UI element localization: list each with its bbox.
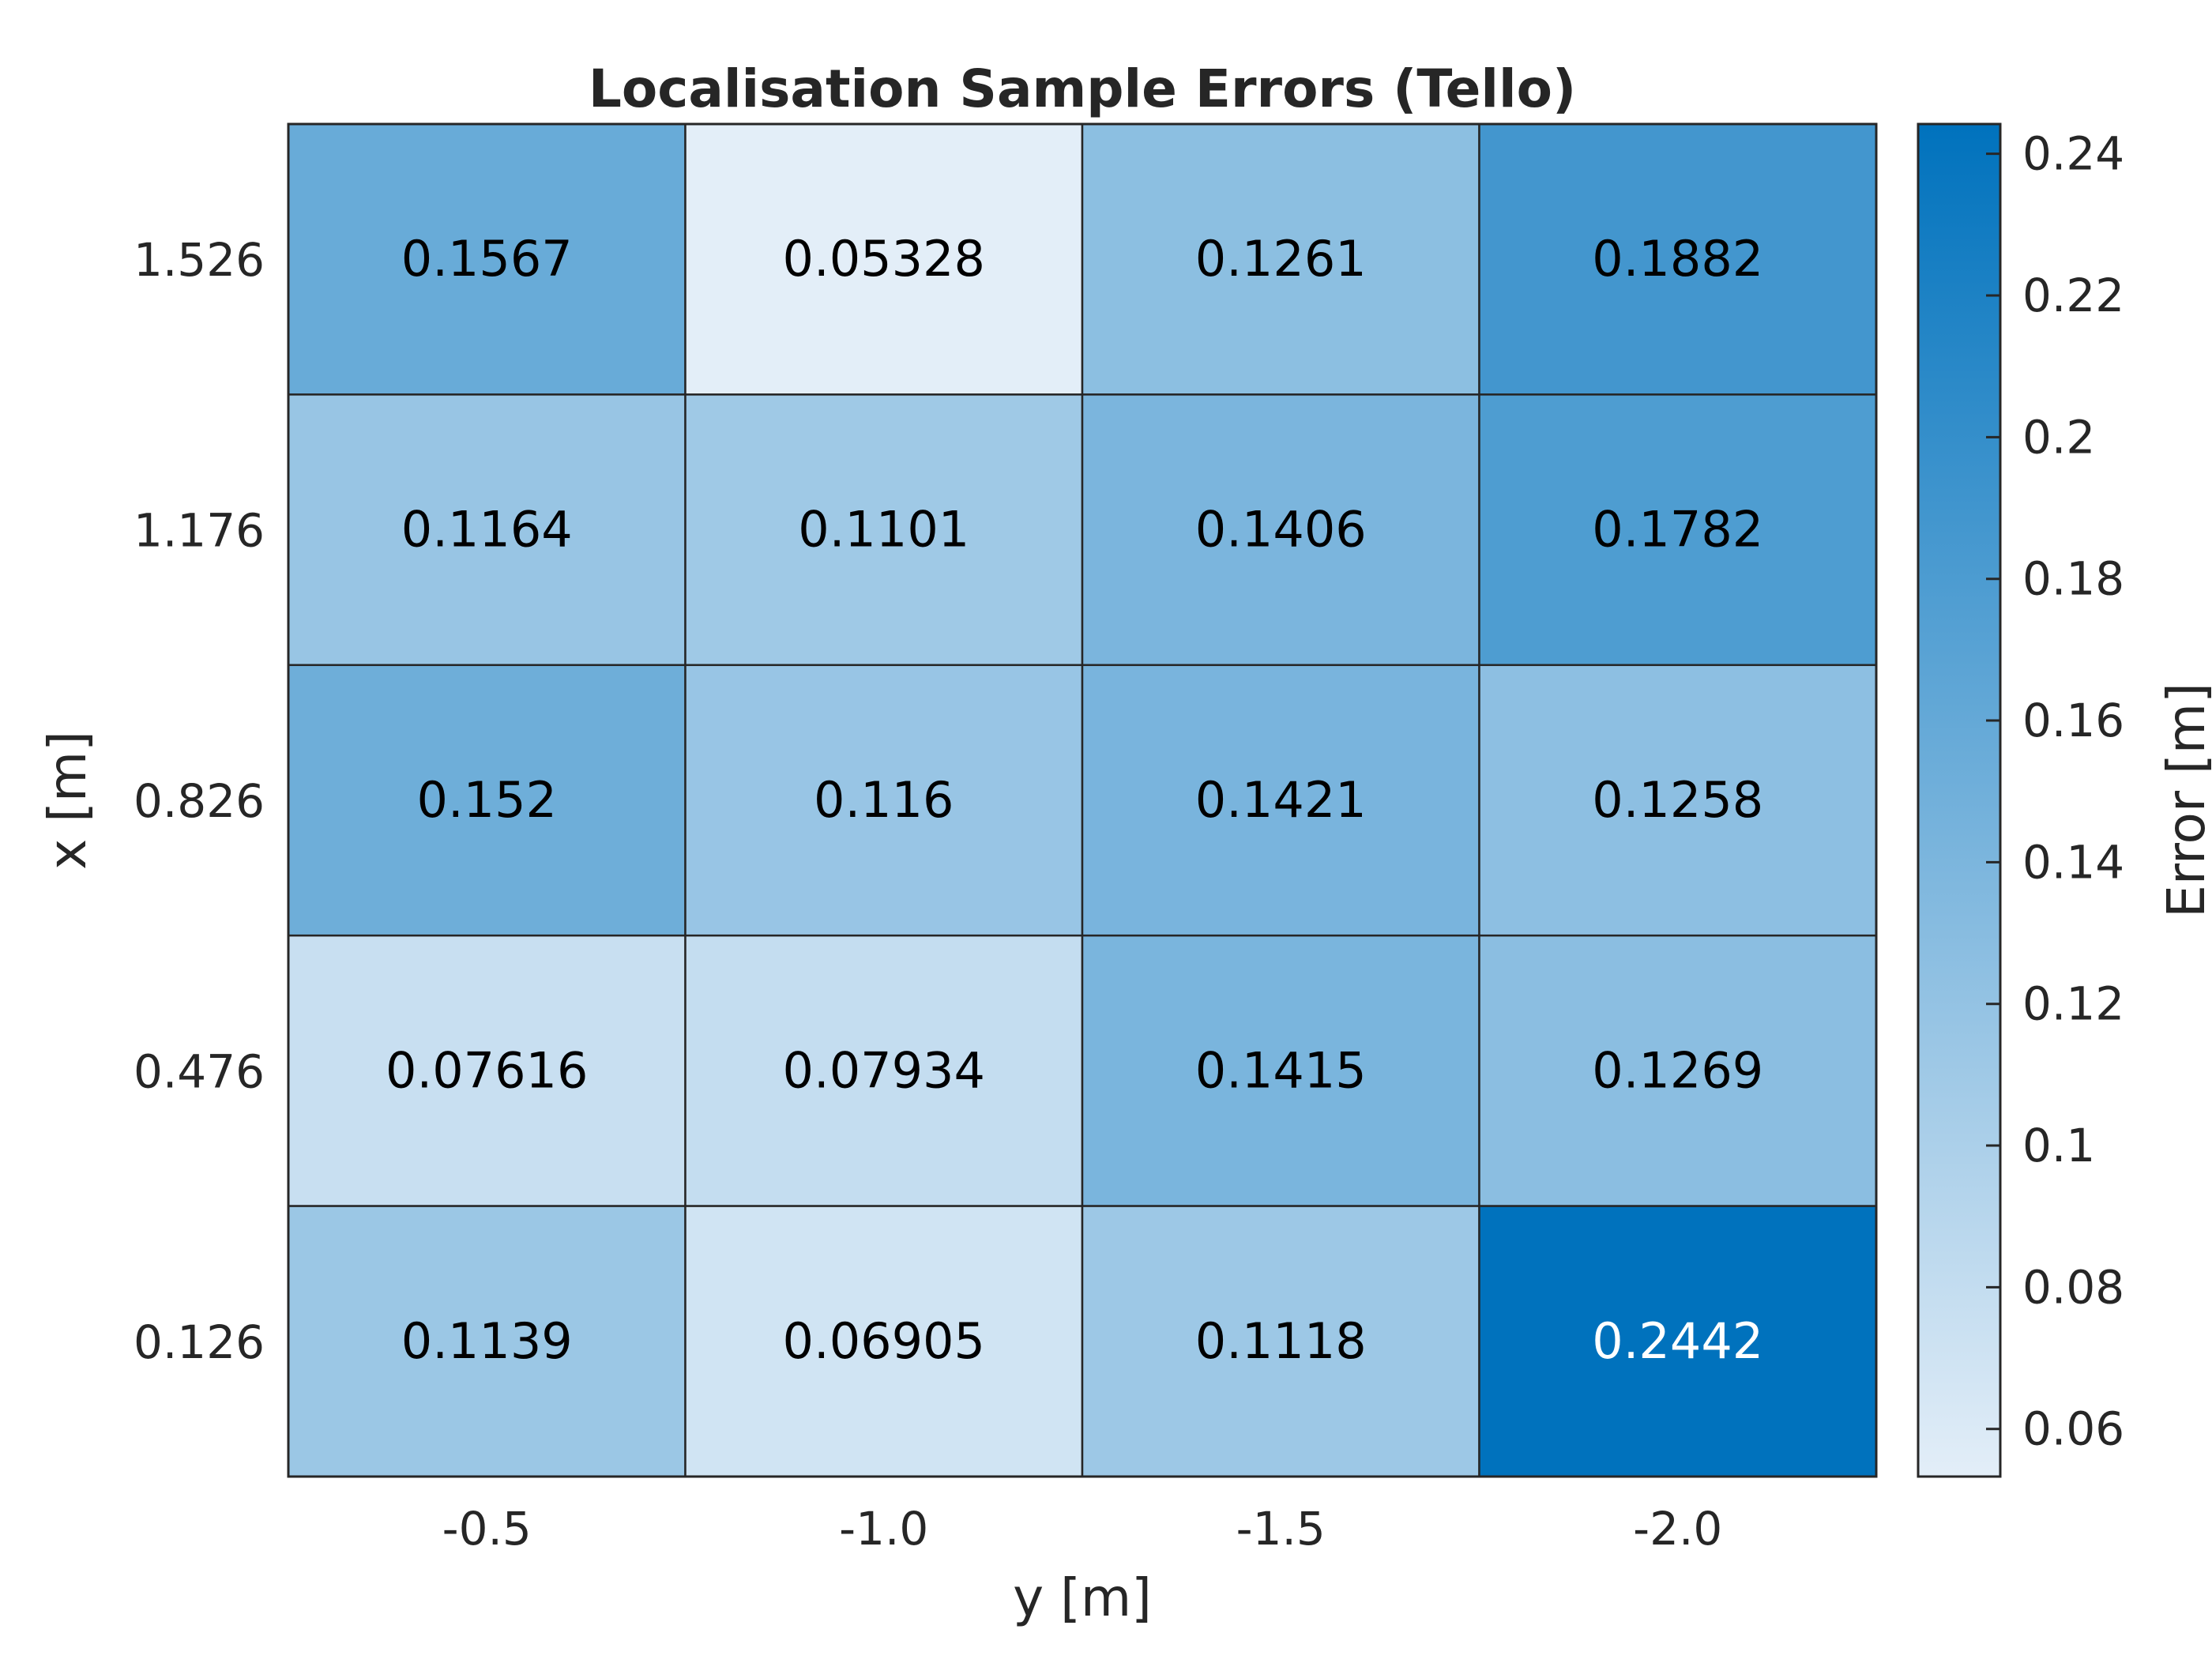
cell-value-label: 0.06905 — [783, 1312, 985, 1370]
cell-value-label: 0.1406 — [1195, 501, 1367, 559]
x-tick-labels: -0.5 -1.0 -1.5 -2.0 — [442, 1502, 1723, 1556]
y-tick-label: 0.476 — [134, 1044, 265, 1098]
cell-value-label: 0.1118 — [1195, 1312, 1367, 1370]
colorbar-tick-label: 0.24 — [2022, 127, 2124, 181]
x-tick-label: -1.0 — [839, 1502, 928, 1556]
heatmap-cells — [287, 122, 1878, 1478]
cell-value-label: 0.1139 — [401, 1312, 573, 1370]
heatmap-cell — [684, 393, 1084, 667]
cell-value-label: 0.05328 — [783, 230, 985, 288]
chart-title: Localisation Sample Errors (Tello) — [589, 58, 1576, 119]
cell-value-label: 0.152 — [417, 771, 558, 829]
y-tick-label: 0.826 — [134, 774, 265, 828]
y-tick-label: 1.526 — [134, 233, 265, 287]
colorbar-tick-label: 0.16 — [2022, 694, 2124, 747]
colorbar — [1917, 122, 2002, 1478]
heatmap-cell — [684, 934, 1084, 1207]
heatmap-cell — [1081, 1205, 1480, 1478]
colorbar-tick-label: 0.08 — [2022, 1260, 2124, 1314]
colorbar-tick-label: 0.1 — [2022, 1119, 2095, 1172]
cell-value-label: 0.1567 — [401, 230, 573, 288]
y-tick-label: 0.126 — [134, 1315, 265, 1369]
cell-value-label: 0.116 — [814, 771, 954, 829]
cell-value-label: 0.1421 — [1195, 771, 1367, 829]
y-tick-labels: 1.526 1.176 0.826 0.476 0.126 — [134, 233, 265, 1369]
colorbar-label: Error [m] — [2156, 683, 2212, 918]
cell-value-label: 0.1782 — [1592, 501, 1763, 559]
cell-value-label: 0.1258 — [1592, 771, 1763, 829]
heatmap-cell — [1478, 122, 1878, 396]
cell-value-label: 0.1882 — [1592, 230, 1763, 288]
heatmap-cell — [684, 122, 1084, 396]
heatmap-cell — [1081, 934, 1480, 1207]
cell-value-label: 0.1164 — [401, 501, 573, 559]
cell-value-label: 0.07934 — [783, 1041, 985, 1099]
heatmap-cell — [1478, 1205, 1878, 1478]
heatmap-cell — [1478, 664, 1878, 937]
y-tick-label: 1.176 — [134, 504, 265, 558]
heatmap-cell — [684, 664, 1084, 937]
colorbar-tick-label: 0.14 — [2022, 835, 2124, 889]
x-tick-label: -0.5 — [442, 1502, 532, 1556]
y-axis-label: x [m] — [37, 731, 98, 870]
cell-value-label: 0.1269 — [1592, 1041, 1763, 1099]
x-tick-label: -1.5 — [1236, 1502, 1326, 1556]
cell-value-label: 0.2442 — [1592, 1312, 1763, 1370]
x-axis-label: y [m] — [1013, 1567, 1152, 1628]
heatmap-cell — [684, 1205, 1084, 1478]
heatmap-cell — [287, 122, 687, 396]
colorbar-tick-label: 0.12 — [2022, 977, 2124, 1031]
cell-value-label: 0.1101 — [798, 501, 969, 559]
cell-value-label: 0.1415 — [1195, 1041, 1367, 1099]
colorbar-tick-label: 0.2 — [2022, 410, 2095, 464]
cell-value-label: 0.07616 — [386, 1041, 588, 1099]
heatmap-cell — [1478, 393, 1878, 667]
heatmap-cell-labels: 0.1567 0.05328 0.1261 0.1882 0.1164 0.1101 0.1… — [386, 230, 1763, 1370]
colorbar-tick-label: 0.06 — [2022, 1402, 2124, 1456]
heatmap-cell — [287, 934, 687, 1207]
plot-frame — [287, 122, 1878, 1478]
colorbar-tick-label: 0.18 — [2022, 552, 2124, 606]
cell-value-label: 0.1261 — [1195, 230, 1367, 288]
heatmap-cell — [1478, 934, 1878, 1207]
x-tick-label: -2.0 — [1633, 1502, 1722, 1556]
heatmap-cell — [287, 1205, 687, 1478]
colorbar-ticks: 0.06 0.08 0.1 0.12 0.14 0.16 0.18 0.2 0.22 0.24 — [1986, 127, 2124, 1456]
heatmap-cell — [287, 393, 687, 667]
heatmap-cell — [1081, 393, 1480, 667]
colorbar-tick-label: 0.22 — [2022, 269, 2124, 322]
